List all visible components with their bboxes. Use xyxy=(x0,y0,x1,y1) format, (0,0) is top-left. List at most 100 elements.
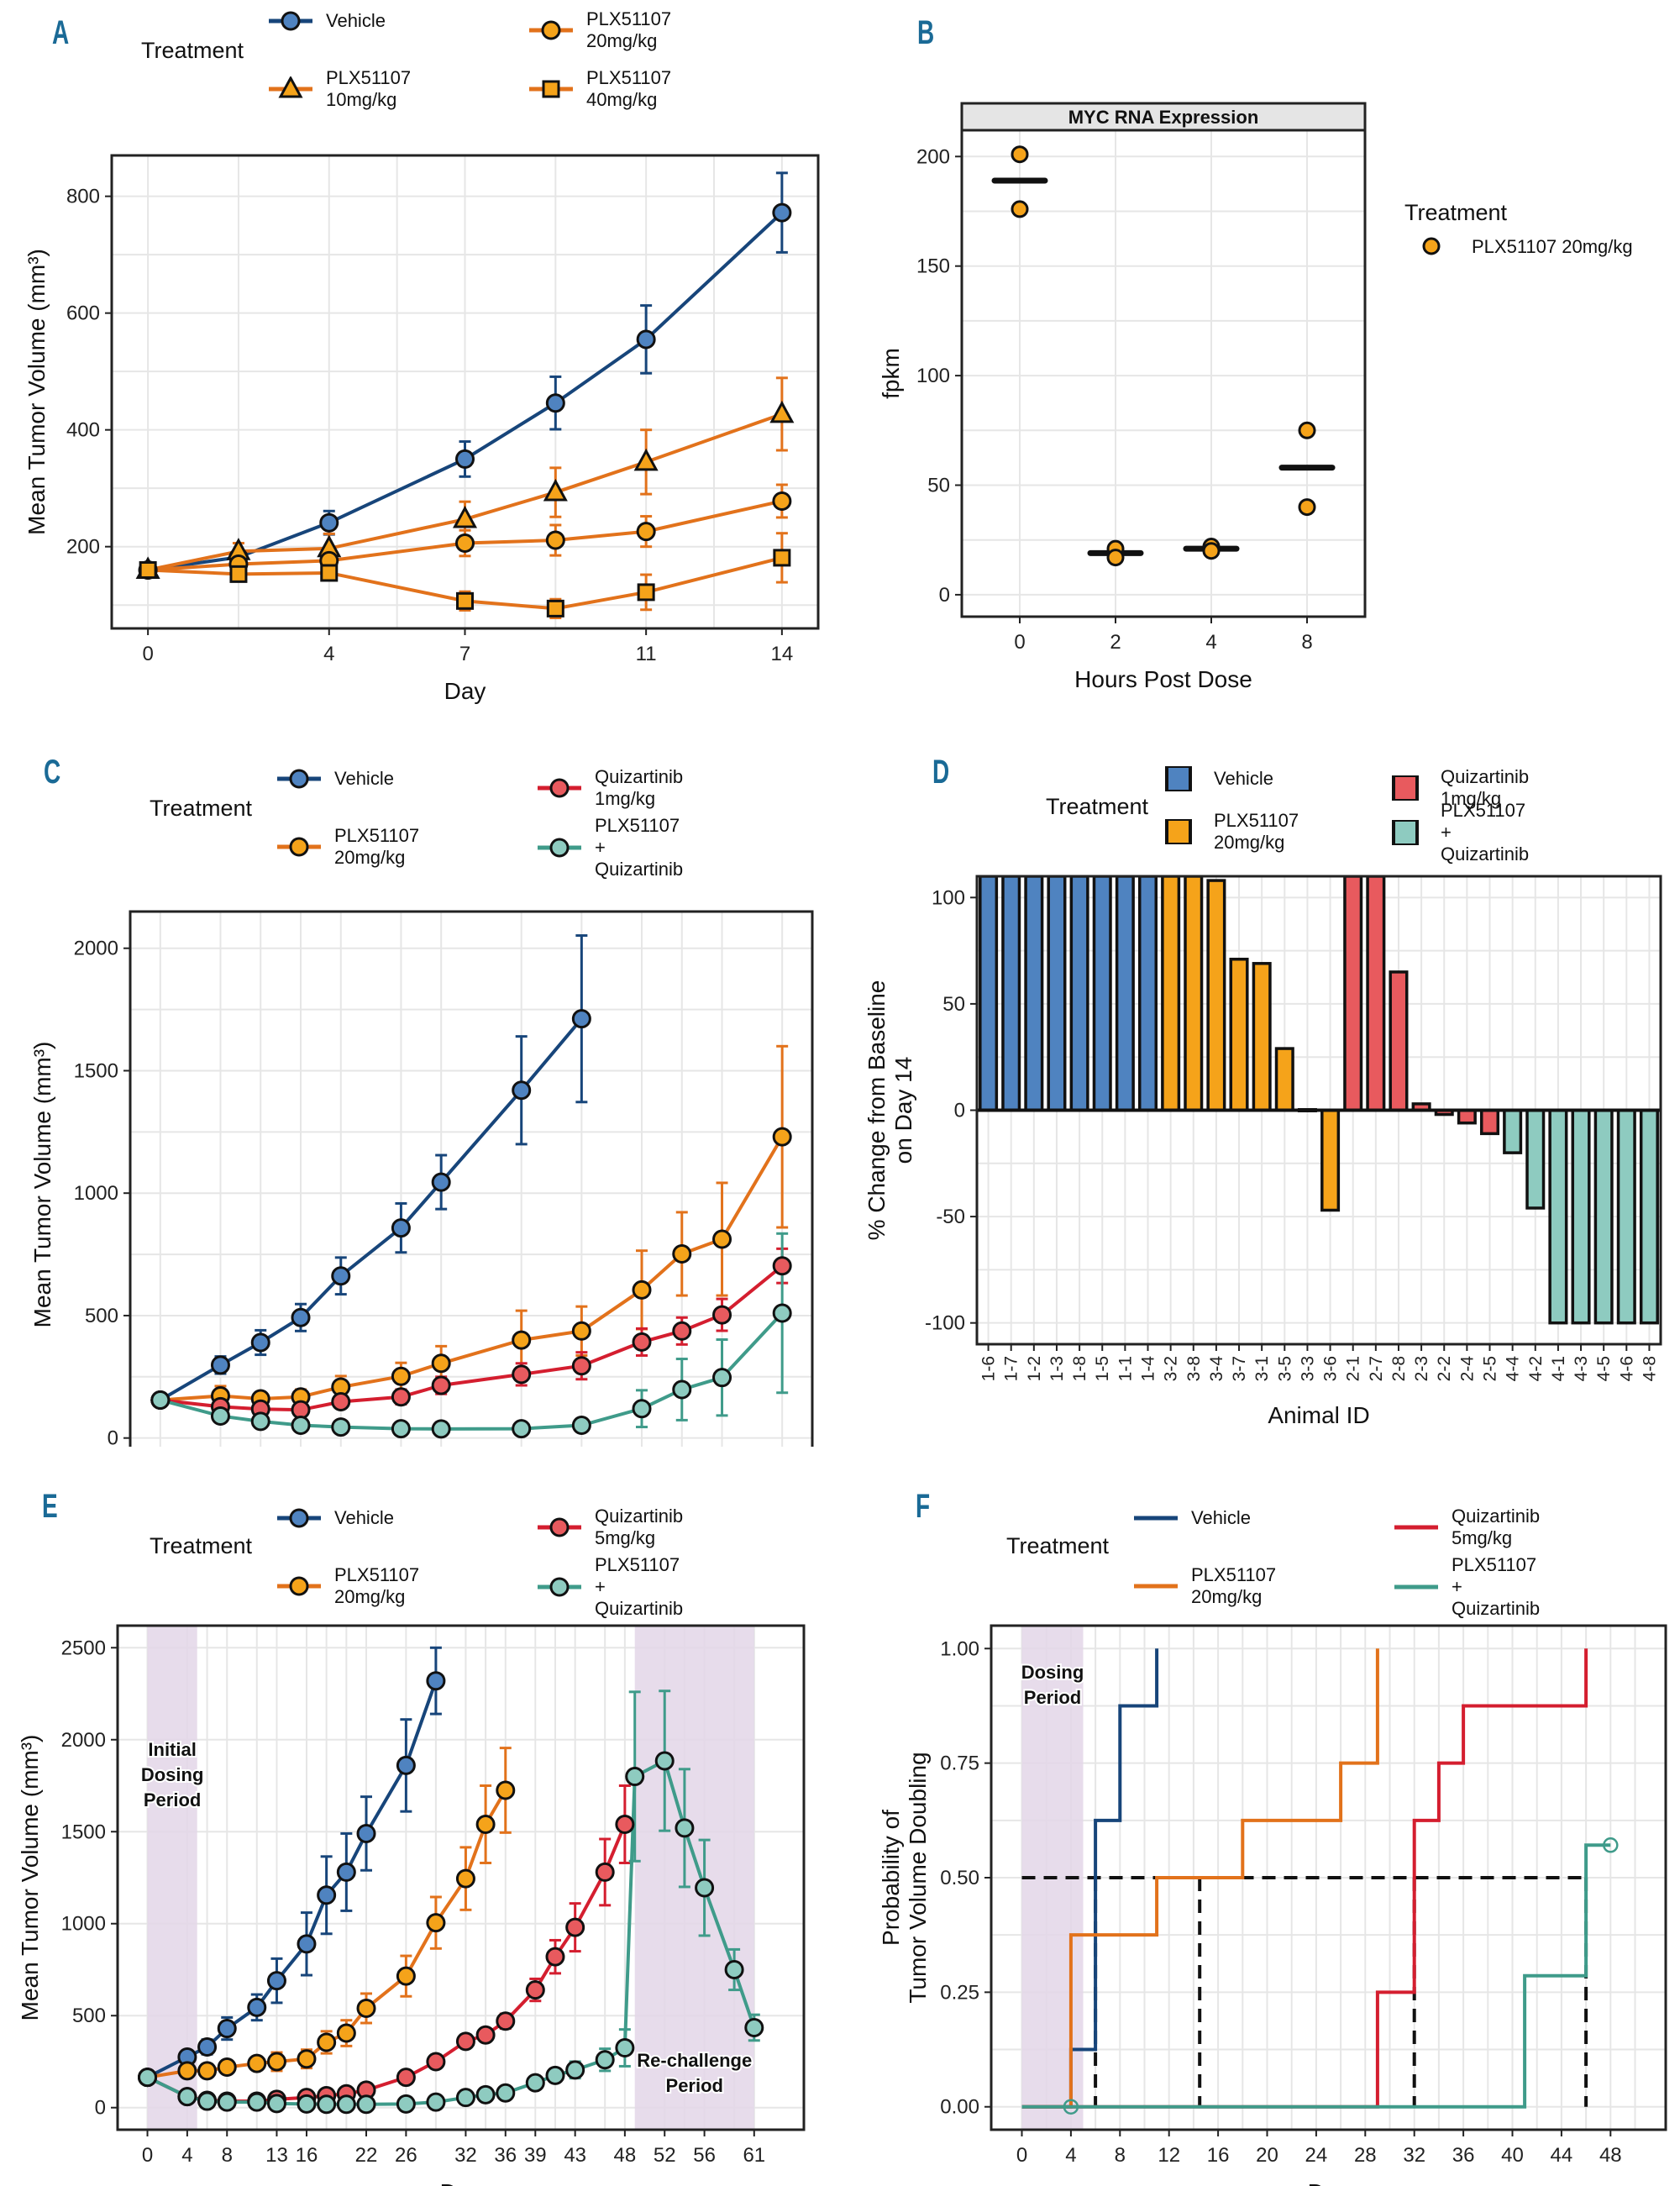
plot-frame xyxy=(116,1624,806,2131)
data-point xyxy=(177,2061,197,2081)
data-point xyxy=(247,2092,267,2112)
x-tick-label: 1-3 xyxy=(1047,1356,1067,1381)
data-point xyxy=(712,1229,732,1249)
x-tick-label: 1-5 xyxy=(1093,1356,1112,1381)
y-axis-label-line: % Change from Baseline xyxy=(864,980,890,1241)
bar xyxy=(1206,879,1226,1112)
x-tick-label: 2-7 xyxy=(1367,1356,1386,1381)
x-tick-label: 22 xyxy=(355,2144,378,2167)
data-point xyxy=(772,1256,792,1276)
legend-item: PLX51107 + Quizartinib xyxy=(1393,1554,1540,1620)
data-point xyxy=(636,522,656,542)
x-axis-label: Day xyxy=(1308,2179,1350,2186)
x-tick-label: 20 xyxy=(1256,2144,1278,2167)
x-tick-label: 2-5 xyxy=(1481,1356,1500,1381)
data-point xyxy=(197,2036,218,2057)
data-point xyxy=(772,491,792,511)
panel-letter: E xyxy=(42,1488,58,1525)
data-point xyxy=(654,1751,675,1771)
x-tick-label: 40 xyxy=(1501,2144,1524,2167)
bar xyxy=(1115,876,1135,1112)
data-point xyxy=(672,1243,692,1264)
y-tick-label: 1500 xyxy=(74,1059,118,1082)
x-tick-label: 0 xyxy=(1014,631,1025,654)
legend-label: Vehicle xyxy=(1191,1507,1251,1528)
data-point xyxy=(1011,200,1029,218)
data-point xyxy=(391,1218,411,1238)
data-point xyxy=(426,1913,446,1933)
y-tick-label: 0.00 xyxy=(940,2096,979,2119)
legend-key-icon xyxy=(1165,819,1192,844)
data-point xyxy=(426,1671,446,1691)
data-point xyxy=(319,512,339,533)
legend-marker xyxy=(549,778,570,798)
y-tick-label: 100 xyxy=(932,886,965,909)
y-tick-label: 1500 xyxy=(61,1821,106,1843)
data-point xyxy=(455,533,475,554)
bar xyxy=(1069,876,1089,1112)
data-point xyxy=(331,1417,351,1437)
data-point xyxy=(356,1823,376,1843)
legend-label: PLX51107 20mg/kg xyxy=(1472,236,1633,257)
data-point xyxy=(744,2017,764,2037)
legend-swatch xyxy=(1165,819,1192,844)
data-point xyxy=(456,591,474,610)
bar xyxy=(1001,876,1021,1112)
y-tick-label: 1000 xyxy=(61,1913,106,1936)
data-point xyxy=(769,400,795,423)
data-point xyxy=(291,1416,311,1436)
legend-item: Vehicle xyxy=(276,1506,394,1531)
legend-marker xyxy=(281,11,301,31)
legend-title: Treatment xyxy=(1006,1533,1110,1558)
legend-marker xyxy=(542,80,560,98)
data-point xyxy=(229,565,248,583)
data-point xyxy=(512,1364,532,1385)
panel-letter: D xyxy=(932,754,949,791)
x-tick-label: 3-7 xyxy=(1230,1356,1249,1381)
y-axis-label: fpkm xyxy=(878,348,904,399)
legend-swatch xyxy=(1165,766,1192,791)
data-point xyxy=(636,329,656,349)
y-axis-label: Probability ofTumor Volume Doubling xyxy=(878,1752,931,2003)
chart-d: -100 -50 0 50 100 1-6 1-7 1-2 1-3 1-8 1-5 1-1 1-4 3-2… xyxy=(864,754,1662,1428)
legend-item: Quizartinib 5mg/kg xyxy=(1393,1506,1540,1549)
legend-label: Quizartinib 1mg/kg xyxy=(595,766,684,809)
data-point xyxy=(632,1280,652,1300)
x-tick-label: 12 xyxy=(1158,2144,1180,2167)
x-tick-label: 11 xyxy=(636,643,657,665)
data-point xyxy=(455,2031,475,2052)
bar xyxy=(1092,876,1112,1112)
data-point xyxy=(297,2094,317,2114)
legend-marker xyxy=(289,769,309,789)
legend-label: Quizartinib 5mg/kg xyxy=(595,1506,684,1548)
data-point xyxy=(452,505,478,528)
x-tick-label: 3-2 xyxy=(1162,1356,1181,1381)
data-point xyxy=(266,2052,286,2072)
data-point xyxy=(512,1419,532,1439)
panel-letter: A xyxy=(52,14,69,51)
x-tick-label: 28 xyxy=(1354,2144,1377,2167)
y-tick-label: 0 xyxy=(95,2097,106,2120)
x-axis-label: Day xyxy=(444,678,486,704)
x-tick-label: 4 xyxy=(181,2144,192,2167)
data-point xyxy=(543,478,568,502)
legend-label: PLX51107 + Quizartinib xyxy=(1441,800,1530,864)
censor-mark xyxy=(1063,2099,1079,2115)
data-point xyxy=(331,1266,351,1286)
shaded-period xyxy=(147,1626,197,2130)
bar xyxy=(1137,876,1158,1112)
data-point xyxy=(475,2084,496,2105)
plot-area xyxy=(991,1626,1666,2130)
legend-item: PLX51107 + Quizartinib xyxy=(536,1554,683,1620)
y-tick-label: 100 xyxy=(916,365,950,387)
data-point xyxy=(247,2053,267,2073)
legend-key-icon xyxy=(1134,1584,1178,1589)
data-point xyxy=(396,1755,416,1775)
data-point xyxy=(336,2023,356,2043)
legend-label: PLX51107 20mg/kg xyxy=(1191,1564,1277,1607)
data-point xyxy=(1106,549,1125,567)
data-point xyxy=(391,1387,411,1407)
x-tick-label: 1-1 xyxy=(1116,1356,1135,1381)
x-tick-label: 2-4 xyxy=(1457,1356,1477,1382)
legend-title: Treatment xyxy=(1404,200,1508,225)
